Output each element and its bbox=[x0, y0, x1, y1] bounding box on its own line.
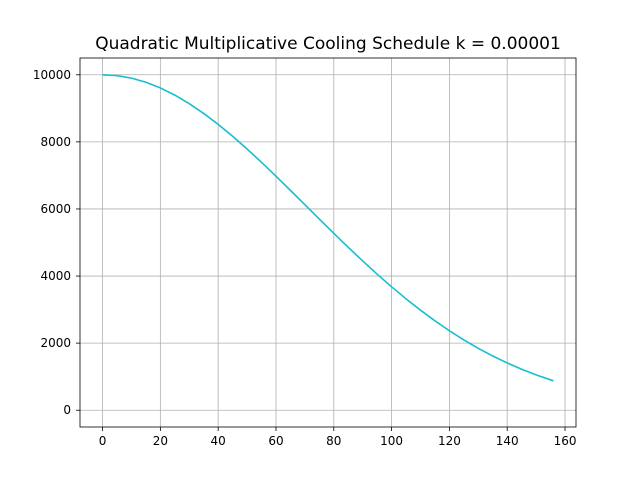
x-tick-label-6: 120 bbox=[438, 434, 461, 448]
x-tick-label-2: 40 bbox=[211, 434, 226, 448]
y-tick-label-4: 8000 bbox=[40, 135, 71, 149]
x-tick-label-4: 80 bbox=[326, 434, 341, 448]
chart-title: Quadratic Multiplicative Cooling Schedul… bbox=[95, 34, 561, 54]
x-tick-label-7: 140 bbox=[496, 434, 519, 448]
y-tick-label-5: 10000 bbox=[33, 68, 71, 82]
y-tick-label-1: 2000 bbox=[40, 336, 71, 350]
x-tick-label-1: 20 bbox=[153, 434, 168, 448]
series-line-0 bbox=[102, 73, 554, 382]
y-tick-label-3: 6000 bbox=[40, 202, 71, 216]
x-tick-label-0: 0 bbox=[99, 434, 107, 448]
y-tick-label-2: 4000 bbox=[40, 269, 71, 283]
x-tick-label-5: 100 bbox=[380, 434, 403, 448]
x-tick-label-8: 160 bbox=[554, 434, 577, 448]
x-tick-label-3: 60 bbox=[268, 434, 283, 448]
y-tick-label-0: 0 bbox=[63, 403, 71, 417]
plot-area: 0 20 40 60 80 100 120 140 160 0 2000 4000 6000 8000 10… bbox=[33, 57, 577, 448]
axes-frame bbox=[79, 57, 577, 428]
